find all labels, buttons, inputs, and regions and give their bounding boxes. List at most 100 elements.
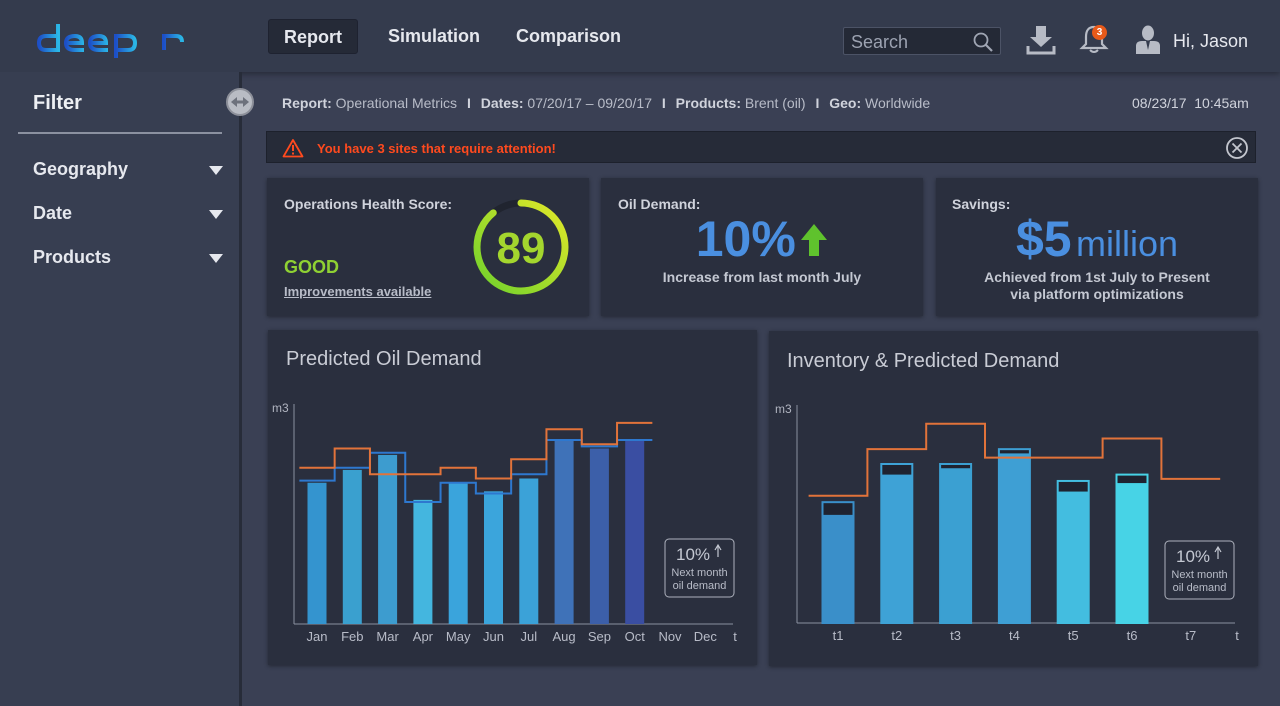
dates-label: Dates: [480,95,524,111]
oil-demand-card: Oil Demand: 10% Increase from last month… [601,178,923,316]
savings-value-row: $5 million [936,210,1258,268]
report-label: Report: [282,95,332,111]
download-icon[interactable] [1025,24,1057,56]
search-icon[interactable] [972,31,994,53]
caret-down-icon [209,254,223,263]
bar [1058,491,1089,623]
oil-demand-subtext: Increase from last month July [662,269,862,285]
savings-subtext-2: via platform optimizations [1010,286,1184,302]
x-tick-label: Dec [694,629,718,644]
annotation-line-2: oil demand [673,580,727,592]
user-avatar-icon[interactable] [1135,24,1161,54]
bar [484,491,503,624]
x-tick-label: Aug [553,629,576,644]
user-greeting[interactable]: Hi, Jason [1173,31,1249,51]
divider [18,132,222,134]
separator: I [466,95,471,111]
warning-icon [282,139,304,158]
y-axis-label: m3 [775,402,792,416]
x-tick-label: Feb [341,629,363,644]
products-value: Brent (oil) [744,95,806,111]
alert-message: You have 3 sites that require attention! [317,141,556,156]
bar [940,468,971,623]
x-axis-end-label: t [733,629,737,644]
annotation-line-1: Next month [671,567,727,579]
geo-label: Geo: [829,95,862,111]
search-input[interactable]: Search [843,27,1001,55]
annotation-line-2: oil demand [1173,582,1227,594]
oil-demand-value-row: 10% [601,210,923,268]
chart-title: Inventory & Predicted Demand [787,350,1060,372]
x-tick-label: t7 [1185,628,1196,643]
tab-report[interactable]: Report [268,19,358,54]
geo-value: Worldwide [865,95,931,111]
predicted-oil-demand-panel: Predicted Oil Demand m3 Jan Feb Mar Apr May Ju… [268,330,757,665]
attention-alert: You have 3 sites that require attention! [266,131,1256,163]
bar [554,439,574,624]
report-meta: Report: Operational Metrics I Dates: 07/… [282,95,930,111]
caret-down-icon [209,166,223,175]
svg-text:deep-r: deep-r [36,14,40,15]
bar [413,499,433,624]
bar [999,453,1030,623]
oil-demand-label: Oil Demand: [618,196,701,212]
x-tick-label: t6 [1127,628,1138,643]
separator: I [815,95,820,111]
bar [1117,483,1147,623]
bar [881,474,912,623]
separator: I [661,95,666,111]
filter-products-label: Products [33,247,112,267]
health-score-label: Operations Health Score: [284,196,453,212]
chart-title: Predicted Oil Demand [286,348,482,370]
report-timestamp: 08/23/17 10:45am [1132,95,1249,111]
x-tick-label: Jun [483,629,504,644]
health-status: GOOD [284,257,340,277]
sidebar-collapse-button[interactable] [226,88,254,116]
x-tick-label: t5 [1068,628,1079,643]
close-icon[interactable] [1225,136,1249,160]
arrow-up-icon [714,543,722,557]
filter-geography-label: Geography [33,159,129,179]
arrow-up-icon [801,224,828,256]
x-tick-label: t1 [833,628,844,643]
x-tick-label: Nov [658,629,682,644]
tab-comparison[interactable]: Comparison [516,26,622,46]
improvements-link[interactable]: Improvements available [284,284,432,299]
inventory-demand-panel: Inventory & Predicted Demand m3 t1 t2 t3 t4 t… [769,331,1258,666]
filter-date[interactable]: Date [33,203,223,224]
bar [448,482,468,624]
search-placeholder: Search [851,32,909,52]
x-tick-label: Mar [376,629,399,644]
savings-value: $5 [1015,211,1072,267]
top-bar: deep-r Report Simulation Comparison Sear… [0,0,1280,72]
x-axis-end-label: t [1235,628,1239,643]
filter-title: Filter [33,92,82,114]
notification-count-badge: 3 [1092,25,1107,40]
x-tick-label: Apr [413,629,434,644]
bar [342,469,362,624]
savings-subtext-1: Achieved from 1st July to Present [984,269,1210,285]
bar [589,448,609,624]
deepr-logo[interactable]: deep-r [36,14,206,60]
x-tick-label: t2 [891,628,902,643]
arrow-up-icon [1214,545,1222,559]
predicted-oil-demand-chart: m3 Jan Feb Mar Apr May Jun Jul Aug Sep Oct Nov Dec t 1… [272,401,737,644]
savings-label: Savings: [952,196,1011,212]
capacity-step-line [808,422,1221,497]
health-score-gauge [473,199,569,295]
annotation-box [664,538,735,598]
oil-demand-value: 10% [695,211,796,267]
filter-geography[interactable]: Geography [33,159,223,180]
bar [519,478,539,624]
filter-products[interactable]: Products [33,247,223,268]
x-tick-label: May [446,629,471,644]
annotation-value: 10% [1176,547,1210,566]
bar [625,439,645,624]
collapse-arrows-icon [231,97,249,107]
annotation-value: 10% [676,545,710,564]
y-axis-label: m3 [272,401,289,415]
bar [307,482,327,624]
target-step-line [299,421,653,480]
health-score-value: 89 [496,224,546,273]
tab-simulation[interactable]: Simulation [388,26,481,46]
